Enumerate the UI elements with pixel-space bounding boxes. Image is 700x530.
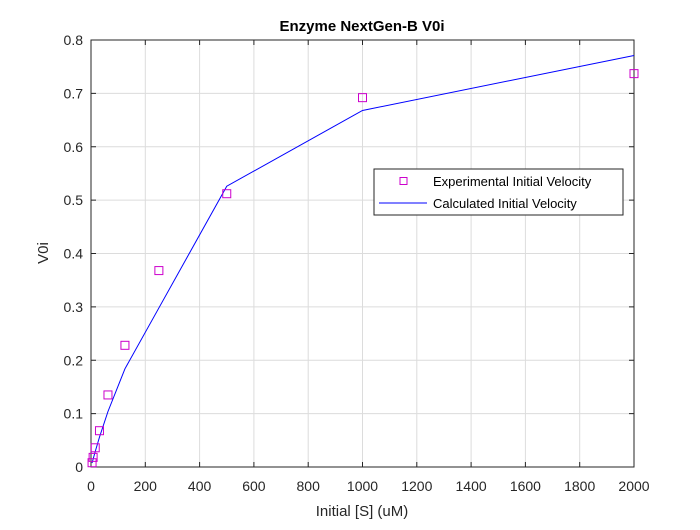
x-tick-label: 1000 xyxy=(347,478,378,494)
tick-labels: 0 200 400 600 800 1000 1200 1400 1600 1800 2000 0 0.… xyxy=(64,32,650,494)
x-tick-label: 1800 xyxy=(564,478,595,494)
experimental-point xyxy=(629,69,639,79)
experimental-point xyxy=(88,452,98,462)
x-tick-label: 600 xyxy=(242,478,266,494)
y-tick-label: 0.4 xyxy=(64,246,84,262)
x-tick-label: 400 xyxy=(188,478,212,494)
x-axis-label: Initial [S] (uM) xyxy=(316,503,409,520)
x-tick-label: 800 xyxy=(297,478,321,494)
legend-label-calculated: Calculated Initial Velocity xyxy=(433,196,577,211)
y-tick-label: 0.2 xyxy=(64,352,84,368)
y-tick-label: 0.5 xyxy=(64,192,84,208)
experimental-point xyxy=(120,340,130,350)
legend-label-experimental: Experimental Initial Velocity xyxy=(433,174,592,189)
experimental-point xyxy=(222,189,232,199)
x-tick-label: 1400 xyxy=(456,478,487,494)
x-tick-label: 0 xyxy=(87,478,95,494)
x-tick-label: 1200 xyxy=(401,478,432,494)
calculated-velocity-line xyxy=(91,54,635,464)
y-tick-label: 0.1 xyxy=(64,406,84,422)
y-tick-label: 0.3 xyxy=(64,299,84,315)
y-tick-label: 0.6 xyxy=(64,139,84,155)
experimental-point xyxy=(358,93,367,103)
experimental-point xyxy=(103,390,113,400)
experimental-point xyxy=(154,266,164,276)
legend: Experimental Initial Velocity Calculated… xyxy=(373,168,624,216)
series-group xyxy=(87,54,639,468)
axes xyxy=(90,39,635,468)
x-tick-label: 1600 xyxy=(510,478,541,494)
y-tick-label: 0.8 xyxy=(64,32,84,48)
legend-marker-experimental xyxy=(399,177,408,185)
x-tick-label: 200 xyxy=(134,478,158,494)
experimental-point xyxy=(90,443,100,453)
experimental-point xyxy=(87,458,97,468)
x-tick-label: 2000 xyxy=(618,478,649,494)
legend-box xyxy=(373,168,624,216)
y-tick-label: 0 xyxy=(75,459,83,475)
y-tick-label: 0.7 xyxy=(64,85,84,101)
y-axis-label: V0i xyxy=(35,242,52,264)
experimental-point xyxy=(94,426,104,436)
chart-title: Enzyme NextGen-B V0i xyxy=(279,18,444,35)
